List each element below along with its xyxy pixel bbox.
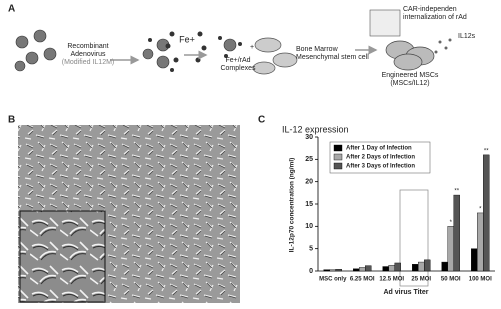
chart-title: IL-12 expression	[282, 124, 349, 134]
y-tick-label: 20	[305, 179, 313, 186]
y-tick-label: 5	[309, 246, 313, 253]
significance-label: *	[450, 220, 453, 226]
internalization-label: internalization of rAd	[403, 14, 467, 21]
complex-label: Fe+/rAd	[225, 57, 250, 64]
bar	[388, 264, 395, 272]
engineered-label: (MSCs/IL12)	[390, 80, 429, 87]
legend-swatch	[333, 162, 343, 170]
bar	[477, 212, 484, 272]
x-axis-label: Ad virus Titer	[384, 289, 429, 296]
internalization-label: CAR-independen	[403, 6, 457, 13]
panel-label: C	[258, 115, 265, 126]
bar	[471, 248, 478, 272]
virus-label: (Modified IL12M)	[62, 59, 115, 66]
bar	[483, 154, 490, 272]
x-tick-label: 50 MOI	[441, 277, 461, 283]
bar	[412, 264, 419, 272]
x-tick-label: 100 MOI	[469, 277, 492, 283]
y-tick-label: 15	[305, 201, 313, 208]
engineered-cells	[385, 40, 435, 71]
engineered-label: Engineered MSCs	[382, 72, 439, 79]
bar	[329, 269, 336, 272]
legend-swatch	[333, 144, 343, 152]
virus-icons	[14, 29, 237, 72]
secreted-label: IL12s	[458, 33, 476, 40]
inset-box	[369, 9, 401, 37]
bar	[453, 194, 460, 272]
x-tick-label: 12.5 MOI	[379, 277, 404, 283]
msc-cells	[252, 37, 298, 75]
significance-label: **	[454, 189, 459, 195]
bar	[353, 268, 360, 272]
bar	[418, 261, 425, 272]
y-tick-label: 30	[305, 134, 313, 141]
bar	[359, 267, 366, 272]
legend-label: After 3 Days of Infection	[346, 164, 415, 170]
bar	[365, 265, 372, 272]
bar	[394, 262, 401, 272]
il12-dots	[434, 38, 452, 54]
y-tick-label: 25	[305, 156, 313, 163]
significance-label: *	[479, 207, 482, 213]
y-axis-label: IL-12p70 concentration (ng/ml)	[289, 158, 296, 253]
x-tick-label: 6.25 MOI	[350, 277, 375, 283]
y-tick-label: 10	[305, 223, 313, 230]
legend-label: After 2 Days of Infection	[346, 155, 415, 161]
micrograph-inset	[19, 210, 106, 303]
panel-label: A	[8, 4, 15, 15]
bar	[447, 226, 454, 272]
msc-label: Bone Marrow	[296, 46, 339, 53]
iron-label: Fe+	[179, 34, 195, 44]
bar	[382, 266, 389, 272]
bar	[335, 269, 342, 272]
virus-label: Adenovirus	[70, 51, 106, 58]
complex-label: Complexes	[220, 65, 256, 72]
bar	[323, 269, 330, 272]
bar	[441, 261, 448, 272]
virus-label: Recombinant	[67, 43, 108, 50]
msc-label: Mesenchymal stem cell	[296, 54, 369, 61]
legend-box	[329, 141, 431, 174]
significance-label: **	[484, 148, 489, 154]
plus: +	[250, 44, 254, 51]
legend-label: After 1 Day of Infection	[346, 146, 412, 152]
y-tick-label: 0	[309, 268, 313, 275]
highlight-box	[399, 189, 429, 287]
bar	[424, 259, 431, 272]
iron-particles	[148, 31, 242, 72]
legend-swatch	[333, 153, 343, 161]
panel-label: B	[8, 115, 15, 126]
x-tick-label: 25 MOI	[411, 277, 431, 283]
x-tick-label: MSC only	[319, 277, 347, 283]
